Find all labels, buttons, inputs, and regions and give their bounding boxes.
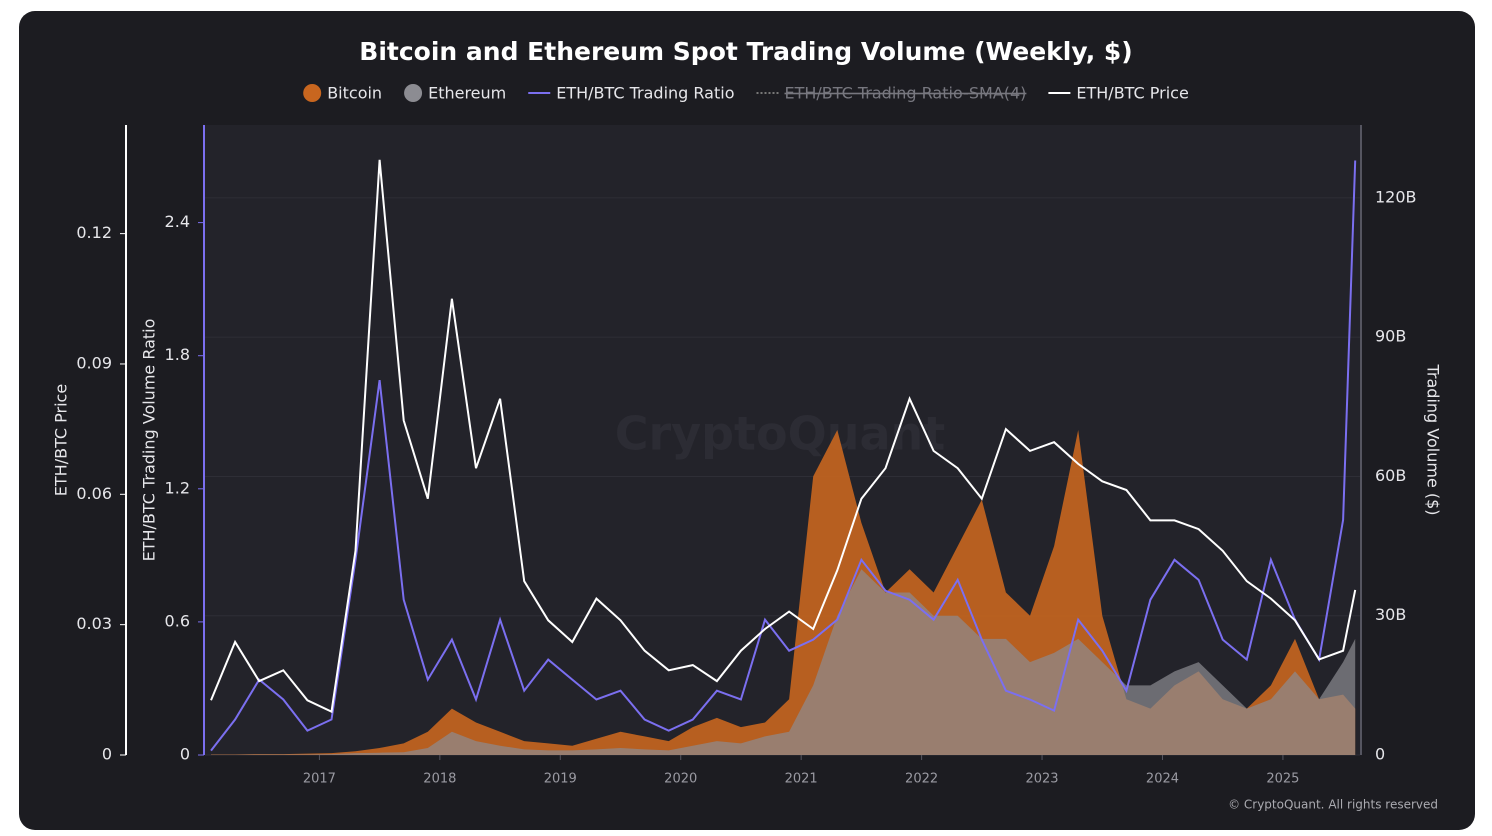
x-tick-label: 2025: [1266, 772, 1299, 787]
legend-label: Bitcoin: [327, 84, 382, 103]
y3-tick-label: 120B: [1375, 187, 1417, 206]
footer: © CryptoQuant. All rights reserved: [1228, 798, 1438, 812]
y-tick-label: 0.12: [76, 223, 112, 242]
legend-item[interactable]: ETH/BTC Price: [1048, 84, 1189, 103]
x-tick-label: 2020: [664, 772, 697, 787]
legend-label: ETH/BTC Price: [1076, 84, 1188, 103]
y3-axis-label: Trading Volume ($): [1424, 363, 1443, 515]
legend-item[interactable]: Bitcoin: [303, 84, 382, 103]
watermark: CryptoQuant: [615, 407, 946, 461]
x-tick-label: 2017: [303, 772, 336, 787]
x-tick-label: 2018: [423, 772, 456, 787]
y2-tick-label: 0.6: [165, 611, 190, 630]
y-axis-label: ETH/BTC Price: [52, 384, 71, 496]
y2-tick-label: 0: [180, 745, 190, 764]
x-tick-label: 2022: [905, 772, 938, 787]
legend-label: ETH/BTC Trading Ratio: [556, 84, 734, 103]
area: [211, 569, 1356, 755]
legend-label: ETH/BTC Trading Ratio-SMA(4): [785, 84, 1027, 103]
legend-item[interactable]: ETH/BTC Trading Ratio-SMA(4): [756, 84, 1027, 103]
y3-tick-label: 30B: [1375, 605, 1406, 624]
y2-tick-label: 1.8: [165, 345, 190, 364]
y-tick-label: 0.03: [76, 614, 112, 633]
y-tick-label: 0.06: [76, 484, 112, 503]
x-tick-label: 2023: [1025, 772, 1058, 787]
y2-tick-label: 1.2: [165, 478, 190, 497]
line: [210, 159, 1357, 714]
plot-area: [205, 125, 1360, 755]
legend-item[interactable]: Ethereum: [404, 84, 506, 103]
x-tick-label: 2021: [785, 772, 818, 787]
y3-tick-label: 0: [1375, 745, 1385, 764]
y2-axis-label: ETH/BTC Trading Volume Ratio: [140, 319, 159, 562]
line: [210, 160, 1357, 752]
y3-tick-label: 90B: [1375, 327, 1406, 346]
y3-tick-label: 60B: [1375, 466, 1406, 485]
x-tick-label: 2024: [1146, 772, 1179, 787]
legend-item[interactable]: ETH/BTC Trading Ratio: [528, 84, 735, 103]
x-tick-label: 2019: [544, 772, 577, 787]
legend-swatch: [303, 84, 322, 102]
legend-label: Ethereum: [428, 84, 506, 103]
chart-title: Bitcoin and Ethereum Spot Trading Volume…: [359, 37, 1132, 66]
y-tick-label: 0.09: [76, 353, 112, 372]
y-tick-label: 0: [102, 745, 112, 764]
legend-swatch: [404, 84, 423, 102]
y2-tick-label: 2.4: [165, 212, 190, 231]
